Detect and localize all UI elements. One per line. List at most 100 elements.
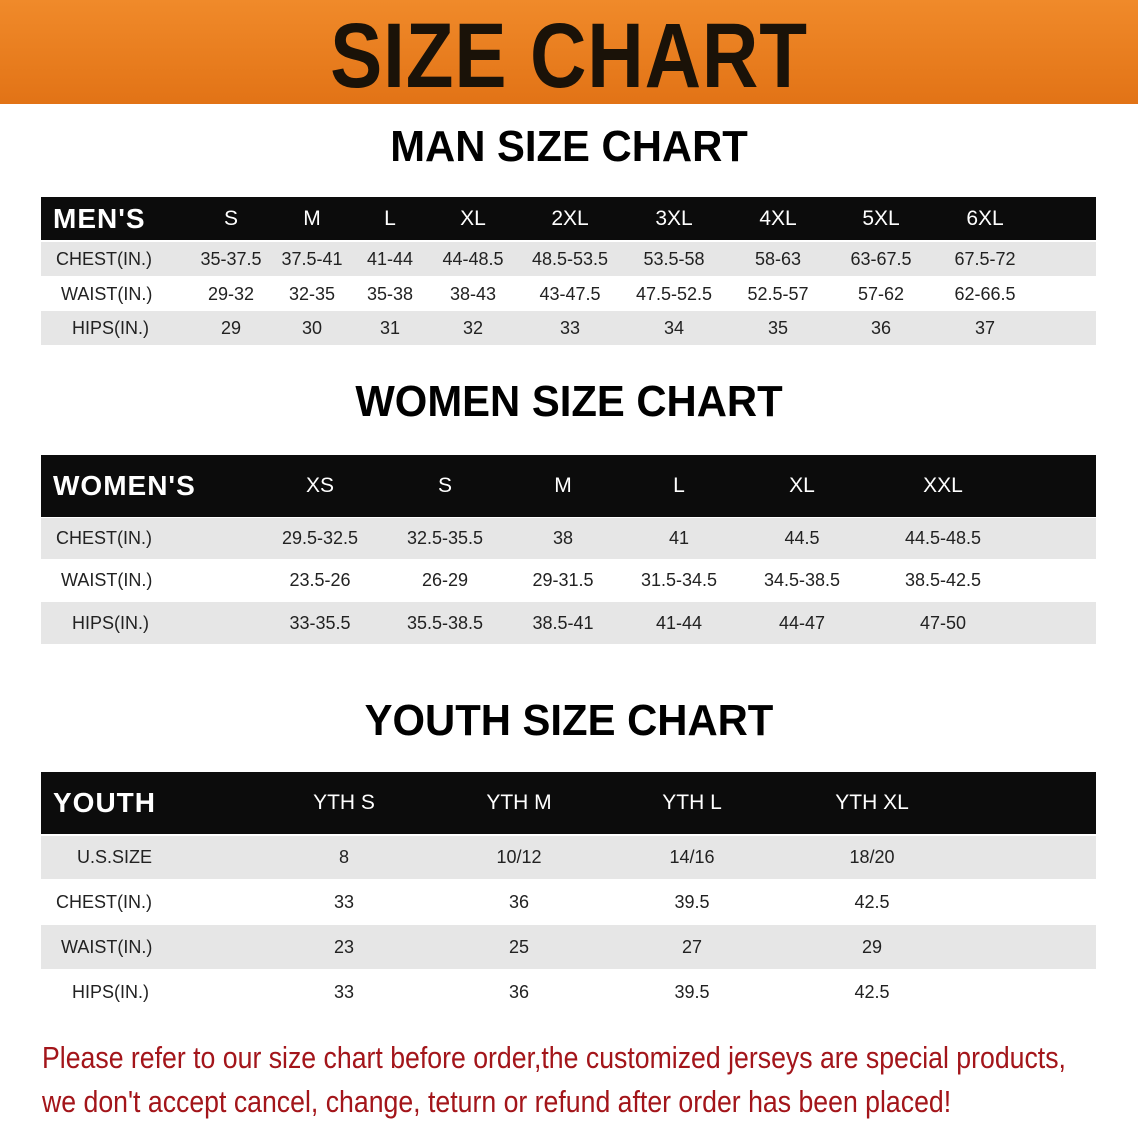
size-header-cell: 4XL (759, 206, 797, 230)
women-size-table: WOMEN'S XS S M L XL XXL CHEST(IN.) 29.5-32.5 32.5… (41, 455, 1096, 645)
value-cell: 41 (668, 528, 690, 548)
size-header-cell: S (223, 206, 238, 230)
value-cell: 36 (870, 317, 892, 338)
row-label: HIPS(IN.) (72, 982, 150, 1002)
value-cell: 33-35.5 (289, 612, 351, 633)
value-cell: 62-66.5 (954, 283, 1016, 304)
value-cell: 35 (767, 317, 789, 338)
value-cell: 48.5-53.5 (531, 248, 609, 269)
size-header-cell: 6XL (966, 206, 1004, 230)
youth-size-table: YOUTH YTH S YTH M YTH L YTH XL U.S.SIZE 8 10/12… (41, 772, 1096, 1016)
value-cell: 42.5 (854, 891, 890, 912)
table-row: HIPS(IN.) 29 30 31 32 33 34 35 36 37 (41, 311, 1096, 345)
value-cell: 10/12 (496, 847, 542, 867)
value-cell: 38.5-41 (532, 612, 594, 633)
row-label: HIPS(IN.) (72, 317, 150, 338)
value-cell: 39.5 (674, 891, 710, 912)
value-cell: 47-50 (919, 612, 967, 633)
size-header-cell: YTH M (486, 791, 552, 814)
table-title-cell: MEN'S (53, 202, 146, 234)
row-label: WAIST(IN.) (61, 283, 153, 304)
value-cell: 23 (333, 936, 355, 957)
title-banner: SIZE CHART (0, 0, 1138, 107)
value-cell: 29.5-32.5 (281, 528, 359, 548)
table-row: WAIST(IN.) 23.5-26 26-29 29-31.5 31.5-34.5 34… (41, 560, 1096, 601)
size-header-cell: XL (789, 474, 815, 497)
value-cell: 29 (861, 936, 883, 957)
size-header-cell: L (384, 206, 396, 230)
table-row: CHEST(IN.) 33 36 39.5 42.5 (41, 880, 1096, 924)
value-cell: 30 (301, 317, 323, 338)
value-cell: 31 (379, 317, 401, 338)
table-row: HIPS(IN.) 33 36 39.5 42.5 (41, 970, 1096, 1015)
table-header-row: YOUTH YTH S YTH M YTH L YTH XL (41, 772, 1096, 834)
value-cell: 44-47 (778, 612, 826, 633)
value-cell: 18/20 (849, 847, 895, 867)
order-notice-line-1: Please refer to our size chart before or… (42, 1040, 1066, 1075)
value-cell: 27 (681, 936, 703, 957)
men-section-title: MAN SIZE CHART (390, 122, 748, 171)
youth-section-title: YOUTH SIZE CHART (364, 696, 774, 745)
value-cell: 14/16 (669, 847, 715, 867)
row-label: CHEST(IN.) (56, 528, 152, 548)
row-label: CHEST(IN.) (56, 891, 152, 912)
value-cell: 38-43 (449, 283, 497, 304)
value-cell: 38 (552, 528, 574, 548)
value-cell: 35-38 (366, 283, 414, 304)
value-cell: 36 (508, 982, 530, 1002)
value-cell: 31.5-34.5 (640, 570, 718, 590)
size-header-cell: 2XL (551, 206, 589, 230)
value-cell: 41-44 (366, 248, 414, 269)
men-size-table: MEN'S S M L XL 2XL 3XL 4XL 5XL 6XL CHEST(IN.) 35-37… (41, 197, 1096, 345)
table-title-cell: YOUTH (53, 787, 156, 818)
value-cell: 26-29 (421, 570, 469, 590)
row-label: WAIST(IN.) (61, 936, 153, 957)
size-header-cell: 3XL (655, 206, 693, 230)
order-notice: Please refer to our size chart before or… (42, 1036, 1066, 1124)
value-cell: 33 (333, 891, 355, 912)
value-cell: 43-47.5 (539, 283, 601, 304)
value-cell: 29-32 (207, 283, 255, 304)
value-cell: 63-67.5 (850, 248, 912, 269)
size-header-cell: YTH XL (835, 791, 909, 814)
value-cell: 42.5 (854, 982, 890, 1002)
value-cell: 32 (462, 317, 484, 338)
value-cell: 33 (333, 982, 355, 1002)
value-cell: 34.5-38.5 (763, 570, 841, 590)
row-label: HIPS(IN.) (72, 612, 150, 633)
value-cell: 34 (663, 317, 685, 338)
value-cell: 25 (508, 936, 530, 957)
table-row: WAIST(IN.) 29-32 32-35 35-38 38-43 43-47.5 47.… (41, 277, 1096, 311)
value-cell: 44-48.5 (442, 248, 504, 269)
size-header-cell: L (673, 474, 685, 497)
table-header-row: MEN'S S M L XL 2XL 3XL 4XL 5XL 6XL (41, 197, 1096, 240)
size-header-cell: XS (305, 474, 334, 497)
value-cell: 8 (338, 847, 349, 867)
value-cell: 67.5-72 (954, 248, 1016, 269)
value-cell: 32-35 (288, 283, 336, 304)
value-cell: 47.5-52.5 (635, 283, 713, 304)
table-row: HIPS(IN.) 33-35.5 35.5-38.5 38.5-41 41-44 44-… (41, 602, 1096, 644)
value-cell: 29-31.5 (532, 570, 594, 590)
value-cell: 35-37.5 (200, 248, 262, 269)
value-cell: 52.5-57 (747, 283, 809, 304)
value-cell: 53.5-58 (643, 248, 705, 269)
table-header-row: WOMEN'S XS S M L XL XXL (41, 455, 1096, 517)
order-notice-line-2: we don't accept cancel, change, teturn o… (42, 1084, 952, 1119)
women-section-title: WOMEN SIZE CHART (355, 377, 783, 426)
value-cell: 38.5-42.5 (904, 570, 982, 590)
table-row: CHEST(IN.) 29.5-32.5 32.5-35.5 38 41 44.5 44.5… (41, 518, 1096, 559)
page-title: SIZE CHART (330, 5, 808, 107)
table-row: WAIST(IN.) 23 25 27 29 (41, 925, 1096, 969)
table-row: U.S.SIZE 8 10/12 14/16 18/20 (41, 836, 1096, 879)
row-label: WAIST(IN.) (61, 570, 153, 590)
value-cell: 37 (974, 317, 996, 338)
value-cell: 33 (559, 317, 581, 338)
size-header-cell: M (303, 206, 321, 230)
value-cell: 37.5-41 (281, 248, 343, 269)
value-cell: 32.5-35.5 (406, 528, 484, 548)
size-header-cell: 5XL (862, 206, 900, 230)
size-header-cell: YTH S (313, 791, 375, 814)
value-cell: 39.5 (674, 982, 710, 1002)
row-label: CHEST(IN.) (56, 248, 152, 269)
